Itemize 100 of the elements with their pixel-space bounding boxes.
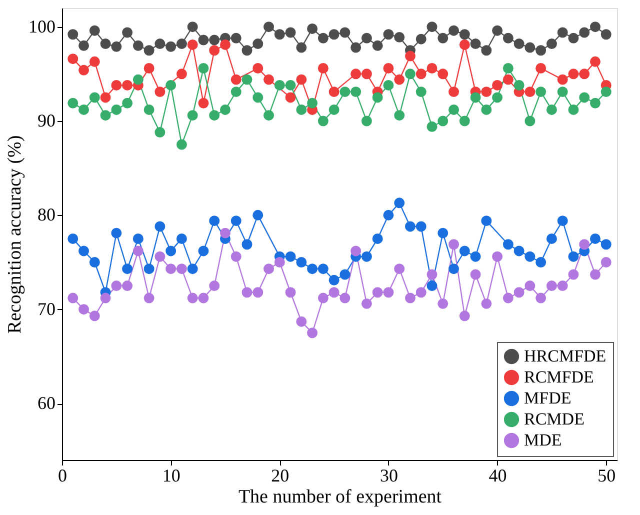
point bbox=[132, 233, 144, 244]
point bbox=[78, 304, 90, 315]
point bbox=[546, 104, 557, 115]
y-tick-label: 100 bbox=[28, 16, 56, 36]
point bbox=[209, 34, 220, 46]
point bbox=[307, 328, 318, 338]
point bbox=[394, 264, 405, 274]
point bbox=[328, 29, 340, 40]
point bbox=[252, 210, 264, 220]
point bbox=[154, 127, 166, 138]
point bbox=[416, 68, 426, 80]
point bbox=[122, 280, 133, 292]
point bbox=[68, 54, 78, 64]
point bbox=[328, 287, 340, 298]
point bbox=[350, 42, 362, 53]
point bbox=[187, 264, 198, 274]
point bbox=[438, 32, 448, 44]
point bbox=[568, 251, 579, 262]
point bbox=[481, 45, 492, 56]
legend-label: HRCMFDE bbox=[524, 346, 606, 366]
point bbox=[350, 68, 362, 80]
point bbox=[438, 228, 448, 238]
point bbox=[524, 280, 536, 292]
point bbox=[242, 45, 252, 56]
point bbox=[89, 56, 100, 67]
point bbox=[448, 86, 460, 98]
point bbox=[209, 110, 220, 121]
point bbox=[502, 32, 514, 44]
point bbox=[383, 210, 394, 220]
point bbox=[502, 63, 514, 74]
point bbox=[470, 38, 481, 50]
point bbox=[166, 41, 176, 52]
point bbox=[252, 92, 264, 103]
point bbox=[220, 39, 230, 50]
point bbox=[426, 22, 438, 32]
point bbox=[394, 198, 405, 208]
point bbox=[144, 264, 154, 274]
point bbox=[154, 251, 166, 262]
point bbox=[285, 287, 296, 298]
point bbox=[285, 92, 296, 103]
point bbox=[350, 246, 362, 256]
point bbox=[438, 298, 448, 309]
point bbox=[296, 74, 307, 85]
point bbox=[296, 316, 307, 327]
point bbox=[536, 86, 546, 98]
point bbox=[394, 74, 405, 85]
point bbox=[579, 68, 590, 80]
point bbox=[426, 269, 438, 280]
point bbox=[166, 80, 176, 90]
point bbox=[144, 63, 154, 74]
point bbox=[492, 92, 503, 103]
x-axis-title: The number of experiment bbox=[238, 486, 442, 508]
point bbox=[514, 287, 524, 298]
point bbox=[470, 251, 481, 262]
point bbox=[285, 80, 296, 90]
x-tick-label: 10 bbox=[162, 466, 180, 486]
point bbox=[426, 280, 438, 292]
point bbox=[318, 292, 328, 304]
point bbox=[361, 116, 372, 126]
point bbox=[274, 257, 285, 268]
point bbox=[448, 25, 460, 36]
point bbox=[242, 239, 252, 250]
point bbox=[416, 86, 426, 98]
point bbox=[590, 269, 600, 280]
point bbox=[100, 92, 111, 103]
y-axis-title: Recognition accuracy (%) bbox=[4, 135, 26, 334]
point bbox=[579, 27, 590, 38]
point bbox=[557, 27, 568, 38]
point bbox=[557, 74, 568, 85]
point bbox=[307, 264, 318, 274]
point bbox=[536, 45, 546, 56]
point bbox=[470, 92, 481, 103]
point bbox=[568, 104, 579, 115]
point bbox=[546, 38, 557, 50]
legend-label: MDE bbox=[524, 430, 562, 450]
point bbox=[361, 298, 372, 309]
point bbox=[285, 27, 296, 38]
point bbox=[176, 38, 187, 50]
point bbox=[220, 228, 230, 238]
point bbox=[426, 121, 438, 132]
point bbox=[536, 63, 546, 74]
point bbox=[492, 80, 503, 90]
point bbox=[111, 80, 122, 90]
point bbox=[568, 68, 579, 80]
point bbox=[252, 287, 264, 298]
point bbox=[438, 116, 448, 126]
point bbox=[230, 74, 242, 85]
point bbox=[438, 68, 448, 80]
point bbox=[100, 292, 111, 304]
point bbox=[230, 32, 242, 44]
point bbox=[68, 98, 78, 108]
point bbox=[568, 269, 579, 280]
point bbox=[590, 233, 600, 244]
point bbox=[514, 38, 524, 50]
point bbox=[361, 68, 372, 80]
point bbox=[198, 292, 209, 304]
point bbox=[296, 42, 307, 53]
point bbox=[242, 287, 252, 298]
point bbox=[383, 63, 394, 74]
point bbox=[590, 22, 600, 32]
